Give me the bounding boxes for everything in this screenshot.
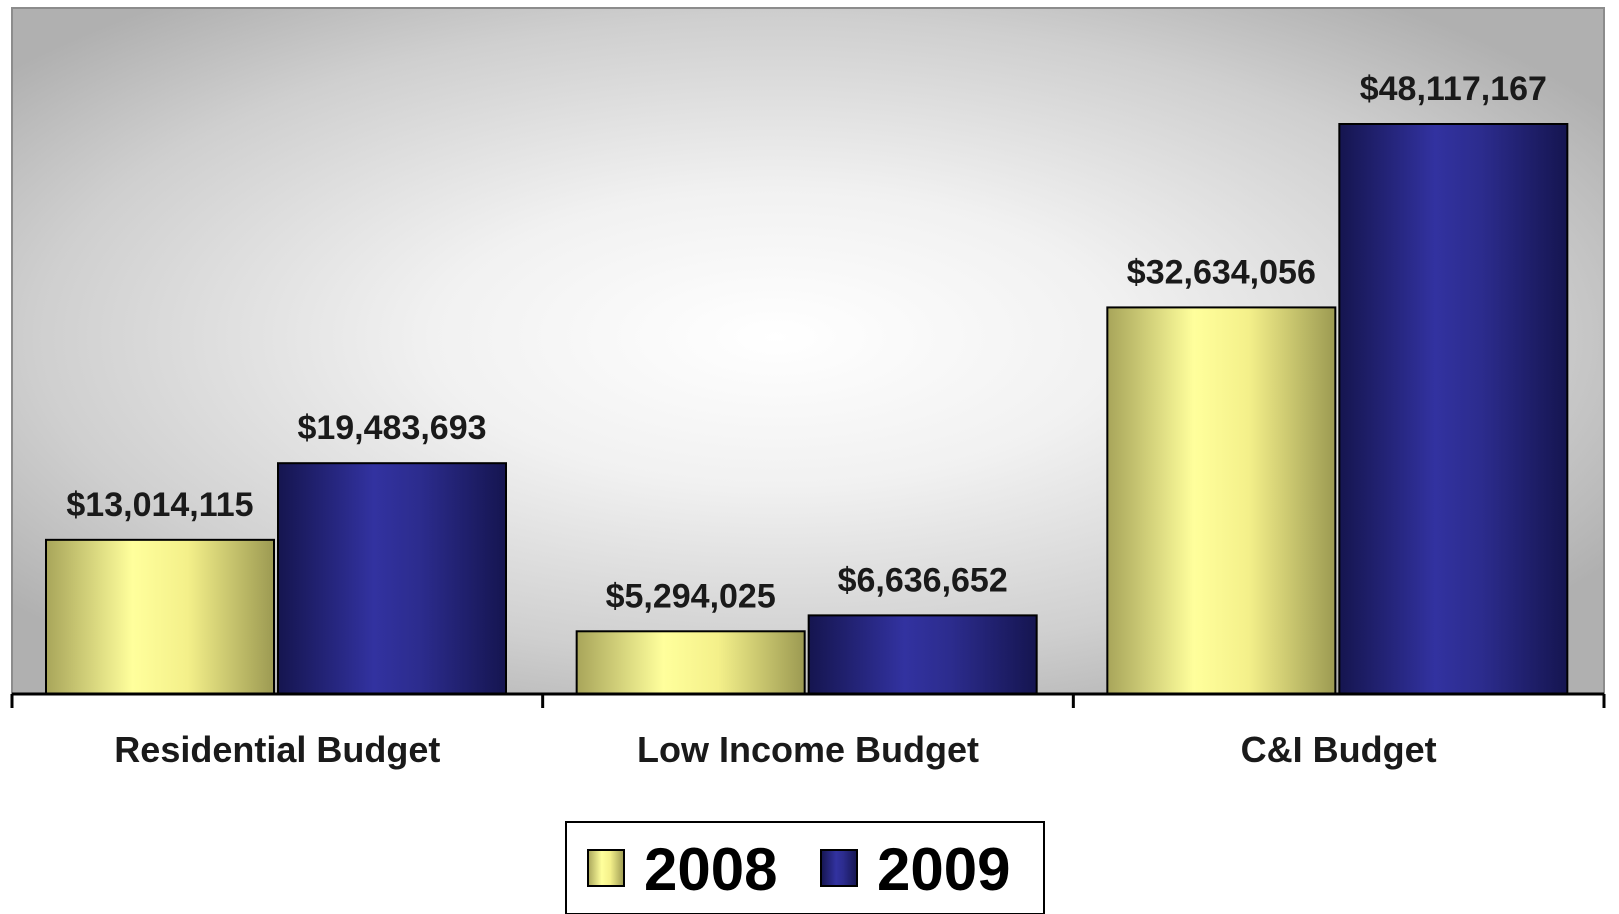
bar-low-income-budget-2008 bbox=[575, 630, 806, 696]
legend: 2008 2009 bbox=[565, 821, 1045, 914]
data-label-low-income-budget-2008: $5,294,025 bbox=[606, 577, 776, 615]
category-label: Low Income Budget bbox=[637, 729, 979, 770]
bar-low-income-budget-2009 bbox=[807, 614, 1038, 695]
value-labels-group: $13,014,115 $19,483,693 $5,294,025 $6,636,6… bbox=[66, 70, 1547, 615]
legend-label-2009: 2009 bbox=[877, 836, 1010, 903]
legend-label-2008: 2008 bbox=[644, 836, 777, 903]
data-label-residential-budget-2008: $13,014,115 bbox=[66, 486, 253, 524]
category-label: Residential Budget bbox=[114, 729, 440, 770]
x-axis-ticks bbox=[10, 694, 1606, 708]
category-labels-group: Residential Budget Low Income Budget C&I B… bbox=[114, 729, 1436, 770]
data-label-c-i-budget-2008: $32,634,056 bbox=[1127, 253, 1316, 291]
bars-group bbox=[45, 123, 1569, 696]
bar-residential-budget-2009 bbox=[277, 462, 507, 696]
legend-box bbox=[565, 821, 1045, 914]
legend-swatch-2008 bbox=[587, 849, 625, 887]
data-label-c-i-budget-2009: $48,117,167 bbox=[1360, 70, 1547, 108]
bar-c-i-budget-2009 bbox=[1338, 123, 1569, 695]
data-label-residential-budget-2009: $19,483,693 bbox=[297, 409, 486, 447]
bar-c-i-budget-2008 bbox=[1106, 306, 1337, 695]
data-label-low-income-budget-2009: $6,636,652 bbox=[838, 561, 1008, 599]
category-label: C&I Budget bbox=[1241, 729, 1437, 770]
bar-residential-budget-2008 bbox=[45, 538, 275, 695]
legend-swatch-2009 bbox=[820, 849, 858, 887]
